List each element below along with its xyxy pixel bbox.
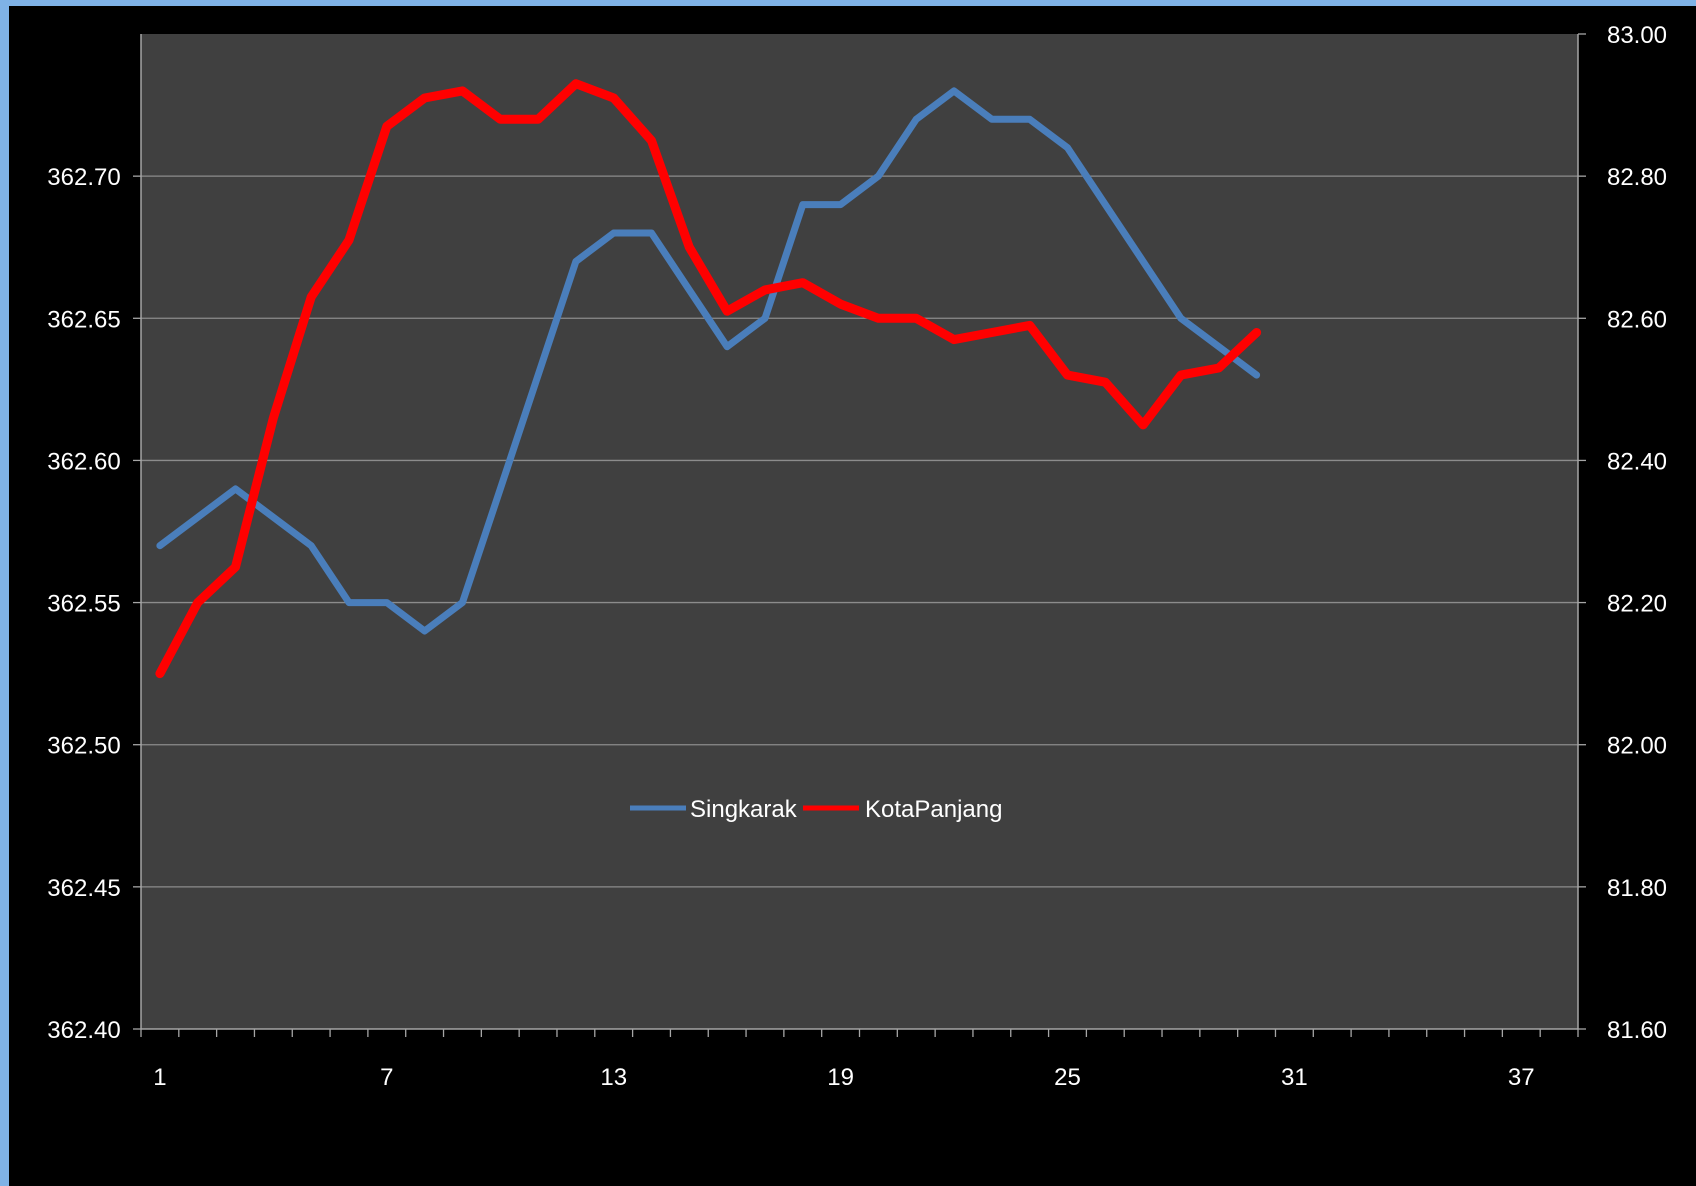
data-point-kotapanjang [459, 88, 465, 94]
data-point-singkarak [724, 344, 730, 350]
data-point-kotapanjang [951, 337, 957, 343]
data-point-kotapanjang [422, 95, 428, 101]
data-point-singkarak [270, 514, 276, 520]
data-point-kotapanjang [233, 564, 239, 570]
left-tick-label: 362.60 [47, 448, 120, 475]
legend: Singkarak KotaPanjang [630, 796, 1002, 823]
x-tick-label: 7 [380, 1064, 393, 1091]
left-tick-label: 362.65 [47, 306, 120, 333]
data-point-singkarak [913, 116, 919, 122]
left-tick-label: 362.50 [47, 733, 120, 760]
data-point-singkarak [649, 230, 655, 236]
data-point-singkarak [233, 486, 239, 492]
right-tick-label: 82.00 [1607, 733, 1667, 760]
left-y-tick-labels: 362.40 362.45 362.50 362.55 362.60 362.65 362.… [47, 164, 141, 1044]
data-point-singkarak [195, 514, 201, 520]
data-point-kotapanjang [573, 81, 579, 87]
data-point-kotapanjang [611, 95, 617, 101]
data-point-kotapanjang [762, 287, 768, 293]
data-point-singkarak [1140, 258, 1146, 264]
left-tick-label: 362.45 [47, 875, 120, 902]
data-point-singkarak [686, 287, 692, 293]
data-point-singkarak [762, 315, 768, 321]
series-line-singkarak [156, 87, 1261, 635]
data-point-kotapanjang [838, 301, 844, 307]
data-point-kotapanjang [384, 123, 390, 129]
data-point-singkarak [875, 173, 881, 179]
data-point-singkarak [384, 600, 390, 606]
data-point-singkarak [346, 600, 352, 606]
series-line-kotapanjang [155, 79, 1262, 679]
data-point-singkarak [1216, 344, 1222, 350]
data-point-singkarak [535, 372, 541, 378]
right-y-tick-labels: 81.60 81.80 82.00 82.20 82.40 82.60 82.80 83.00 [1578, 22, 1667, 1044]
data-point-singkarak [157, 543, 163, 549]
x-tick-label: 19 [827, 1064, 854, 1091]
data-point-kotapanjang [270, 415, 276, 421]
data-point-singkarak [573, 258, 579, 264]
data-point-kotapanjang [535, 116, 541, 122]
legend-label-singkarak: Singkarak [690, 796, 798, 823]
right-tick-label: 81.60 [1607, 1017, 1667, 1044]
data-point-singkarak [1027, 116, 1033, 122]
x-tick-label: 1 [153, 1064, 166, 1091]
right-tick-label: 82.20 [1607, 591, 1667, 618]
data-point-singkarak [1102, 202, 1108, 208]
right-tick-label: 82.40 [1607, 448, 1667, 475]
data-point-singkarak [422, 628, 428, 634]
data-point-kotapanjang [875, 315, 881, 321]
right-tick-label: 83.00 [1607, 22, 1667, 49]
left-tick-label: 362.55 [47, 591, 120, 618]
axes [140, 34, 1579, 1037]
data-point-kotapanjang [308, 294, 314, 300]
data-point-kotapanjang [497, 116, 503, 122]
data-point-singkarak [951, 88, 957, 94]
data-point-kotapanjang [1178, 372, 1184, 378]
left-tick-label: 362.40 [47, 1017, 120, 1044]
data-point-kotapanjang [346, 237, 352, 243]
right-tick-label: 81.80 [1607, 875, 1667, 902]
x-tick-label: 37 [1508, 1064, 1535, 1091]
data-point-kotapanjang [195, 600, 201, 606]
x-tick-label: 25 [1054, 1064, 1081, 1091]
data-point-singkarak [1064, 145, 1070, 151]
right-tick-label: 82.80 [1607, 164, 1667, 191]
data-point-kotapanjang [1027, 322, 1033, 328]
data-point-kotapanjang [913, 315, 919, 321]
legend-label-kotapanjang: KotaPanjang [865, 796, 1002, 823]
data-point-singkarak [497, 486, 503, 492]
data-point-kotapanjang [1216, 365, 1222, 371]
data-point-singkarak [1178, 315, 1184, 321]
data-point-kotapanjang [800, 280, 806, 286]
data-point-singkarak [989, 116, 995, 122]
data-point-kotapanjang [1064, 372, 1070, 378]
x-tick-labels: 1 7 13 19 25 31 37 [153, 1064, 1534, 1091]
x-tick-label: 31 [1281, 1064, 1308, 1091]
data-point-kotapanjang [989, 330, 995, 336]
data-point-kotapanjang [1254, 330, 1260, 336]
data-point-singkarak [838, 202, 844, 208]
data-point-singkarak [308, 543, 314, 549]
data-point-singkarak [459, 600, 465, 606]
data-point-singkarak [1254, 372, 1260, 378]
data-point-singkarak [611, 230, 617, 236]
data-point-kotapanjang [724, 308, 730, 314]
right-tick-label: 82.60 [1607, 306, 1667, 333]
data-point-kotapanjang [157, 671, 163, 677]
data-point-kotapanjang [1102, 379, 1108, 385]
left-tick-label: 362.70 [47, 164, 120, 191]
x-tick-label: 13 [600, 1064, 627, 1091]
data-point-kotapanjang [686, 244, 692, 250]
data-point-kotapanjang [649, 138, 655, 144]
data-point-singkarak [800, 202, 806, 208]
series-lines [155, 79, 1262, 679]
plot-area [141, 34, 1578, 1029]
data-point-kotapanjang [1140, 422, 1146, 428]
